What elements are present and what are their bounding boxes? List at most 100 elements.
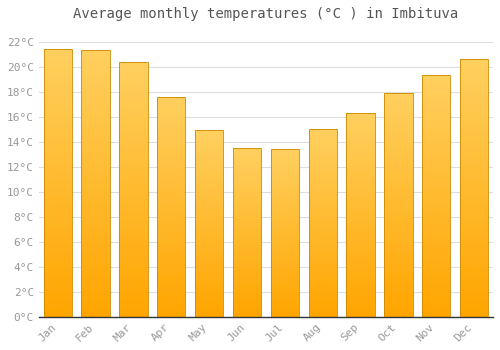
Bar <box>422 99 450 104</box>
Bar <box>346 276 375 280</box>
Bar <box>270 250 299 253</box>
Bar <box>44 97 72 103</box>
Bar <box>157 242 186 246</box>
Bar <box>233 198 261 202</box>
Bar <box>346 231 375 235</box>
Bar <box>195 197 224 201</box>
Bar <box>157 163 186 167</box>
Bar <box>384 160 412 164</box>
Bar <box>233 280 261 283</box>
Bar <box>422 191 450 196</box>
Bar <box>195 242 224 246</box>
Bar <box>422 283 450 288</box>
Bar <box>308 242 337 245</box>
Bar <box>270 314 299 317</box>
Bar <box>119 128 148 133</box>
Bar <box>82 205 110 210</box>
Bar <box>195 220 224 224</box>
Bar <box>195 131 224 317</box>
Bar <box>233 286 261 290</box>
Bar <box>308 204 337 208</box>
Bar <box>346 149 375 154</box>
Bar <box>422 109 450 114</box>
Bar <box>119 113 148 118</box>
Bar <box>195 149 224 153</box>
Bar <box>119 107 148 113</box>
Bar <box>44 124 72 130</box>
Bar <box>157 308 186 313</box>
Bar <box>308 287 337 290</box>
Bar <box>233 219 261 222</box>
Bar <box>422 85 450 90</box>
Bar <box>460 188 488 193</box>
Bar <box>308 272 337 275</box>
Bar <box>119 179 148 184</box>
Bar <box>346 195 375 198</box>
Bar <box>82 226 110 232</box>
Bar <box>119 72 148 77</box>
Bar <box>195 209 224 212</box>
Bar <box>422 119 450 124</box>
Bar <box>44 258 72 263</box>
Bar <box>233 178 261 182</box>
Bar <box>44 183 72 188</box>
Bar <box>270 297 299 300</box>
Bar <box>308 238 337 242</box>
Bar <box>157 268 186 273</box>
Bar <box>346 313 375 317</box>
Bar <box>270 293 299 297</box>
Bar <box>460 250 488 255</box>
Bar <box>308 283 337 287</box>
Bar <box>346 301 375 304</box>
Bar <box>233 239 261 243</box>
Bar <box>270 173 299 176</box>
Bar <box>195 205 224 209</box>
Bar <box>384 241 412 245</box>
Bar <box>308 234 337 238</box>
Bar <box>195 272 224 276</box>
Bar <box>233 212 261 216</box>
Bar <box>422 225 450 230</box>
Bar <box>308 193 337 197</box>
Bar <box>460 239 488 245</box>
Bar <box>195 228 224 231</box>
Bar <box>82 242 110 247</box>
Bar <box>195 287 224 291</box>
Bar <box>119 184 148 189</box>
Bar <box>119 77 148 82</box>
Bar <box>346 113 375 317</box>
Bar <box>119 307 148 312</box>
Bar <box>270 186 299 189</box>
Bar <box>346 117 375 121</box>
Bar <box>119 118 148 123</box>
Bar <box>157 303 186 308</box>
Bar <box>384 259 412 263</box>
Bar <box>308 260 337 264</box>
Bar <box>422 302 450 307</box>
Bar <box>308 178 337 182</box>
Bar <box>384 182 412 187</box>
Bar <box>195 238 224 242</box>
Bar <box>460 229 488 234</box>
Bar <box>270 179 299 183</box>
Bar <box>384 286 412 290</box>
Bar <box>422 268 450 273</box>
Bar <box>422 124 450 128</box>
Bar <box>195 253 224 257</box>
Bar <box>460 100 488 105</box>
Bar <box>460 219 488 224</box>
Bar <box>157 273 186 277</box>
Bar <box>195 235 224 238</box>
Bar <box>384 97 412 102</box>
Bar <box>270 162 299 166</box>
Bar <box>233 249 261 253</box>
Bar <box>44 220 72 226</box>
Bar <box>422 172 450 177</box>
Bar <box>119 199 148 204</box>
Bar <box>346 252 375 255</box>
Bar <box>119 210 148 215</box>
Bar <box>233 226 261 229</box>
Bar <box>422 196 450 201</box>
Bar <box>346 154 375 158</box>
Bar <box>460 260 488 265</box>
